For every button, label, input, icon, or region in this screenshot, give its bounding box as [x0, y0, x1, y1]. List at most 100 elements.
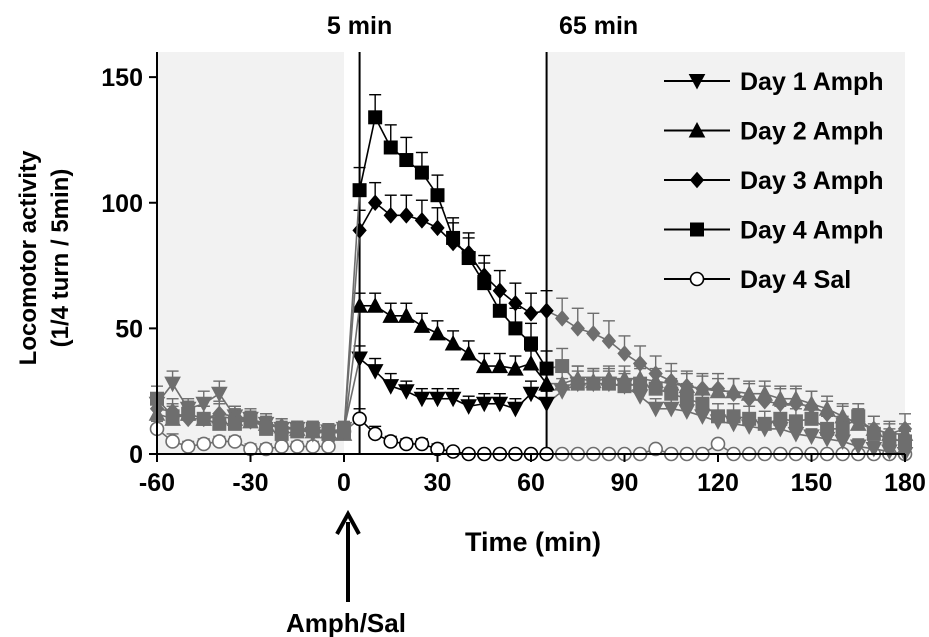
data-point: [461, 251, 476, 266]
data-point: [258, 441, 274, 457]
y-tick-label: 0: [129, 441, 143, 469]
data-point: [181, 406, 196, 421]
x-tick-label: -60: [139, 469, 175, 497]
legend-item: Day 1 Amph: [664, 68, 884, 96]
data-point: [726, 409, 741, 424]
data-point: [757, 416, 772, 431]
data-point: [662, 401, 680, 418]
data-point: [538, 396, 555, 413]
y-tick-label: 50: [115, 315, 143, 343]
data-point: [477, 276, 492, 291]
data-point: [195, 396, 213, 413]
legend: Day 1 Amph Day 2 Amph Day 3 Amph Day 4 Amph…: [664, 68, 884, 294]
data-point: [352, 222, 367, 239]
legend-marker: [689, 271, 705, 287]
data-point: [570, 376, 585, 391]
data-point: [366, 364, 384, 380]
data-point: [212, 434, 227, 449]
data-point: [882, 431, 897, 446]
data-point: [212, 416, 227, 431]
data-point: [524, 336, 538, 351]
data-point: [259, 421, 274, 436]
vline-label-65min: 65 min: [559, 12, 638, 40]
data-point: [399, 153, 414, 168]
data-point: [274, 439, 289, 454]
data-point: [648, 441, 663, 457]
data-point: [165, 434, 180, 449]
legend-marker: [688, 74, 706, 90]
data-point: [601, 376, 616, 391]
data-point: [679, 391, 694, 406]
data-point: [383, 140, 398, 155]
data-point: [586, 325, 601, 342]
data-point: [757, 392, 772, 410]
data-point: [491, 357, 509, 374]
data-point: [429, 391, 446, 408]
data-point: [352, 411, 367, 427]
data-point: [351, 351, 368, 368]
data-point: [617, 379, 632, 394]
injection-arrow-head: [335, 509, 361, 535]
data-point: [413, 391, 431, 408]
y-tick-label: 100: [101, 190, 143, 218]
data-point: [460, 399, 478, 415]
series-line-segment: [343, 190, 361, 432]
data-point: [507, 401, 524, 418]
legend-label: Day 4 Sal: [740, 266, 851, 294]
data-point: [274, 426, 289, 441]
data-point: [227, 434, 243, 449]
data-point: [647, 401, 665, 418]
data-point: [570, 320, 585, 337]
legend-item: Day 3 Amph: [664, 167, 884, 195]
data-point: [460, 344, 478, 361]
data-point: [397, 384, 415, 400]
data-point: [368, 194, 383, 212]
data-point: [788, 414, 803, 429]
data-point: [820, 421, 835, 436]
data-point: [165, 409, 180, 424]
y-axis-title: Locomotor activity: [15, 150, 42, 365]
data-point: [366, 297, 384, 313]
data-point: [368, 110, 383, 125]
data-point: [835, 421, 850, 436]
data-point: [352, 183, 367, 198]
shaded-region-1: [546, 52, 905, 454]
x-tick-label: 180: [884, 469, 926, 497]
data-point: [522, 354, 540, 371]
data-point: [695, 396, 710, 411]
data-point: [866, 426, 881, 441]
legend-item: Day 4 Sal: [664, 266, 851, 294]
y-axis-subtitle: (1/4 turn / 5min): [47, 169, 74, 348]
data-point: [523, 305, 539, 322]
legend-label: Day 2 Amph: [740, 118, 884, 146]
x-tick-label: -30: [232, 469, 268, 497]
data-point: [321, 426, 336, 441]
data-point: [648, 381, 663, 396]
data-point: [898, 434, 912, 449]
x-tick-label: 60: [517, 469, 545, 497]
data-point: [383, 434, 399, 449]
data-point: [414, 436, 430, 452]
data-point: [538, 375, 555, 391]
data-point: [491, 396, 509, 413]
data-point: [289, 439, 305, 454]
data-point: [321, 439, 336, 454]
data-point: [383, 207, 398, 224]
data-point: [414, 165, 429, 180]
injection-annotation: Amph/Sal: [286, 509, 406, 637]
legend-marker: [688, 121, 706, 138]
data-point: [414, 212, 430, 229]
series-line-segment: [343, 305, 361, 434]
legend-item: Day 2 Amph: [664, 118, 884, 146]
data-point: [382, 379, 400, 395]
x-tick-label: 30: [424, 469, 452, 497]
x-tick-label: 120: [697, 469, 739, 497]
data-point: [492, 303, 507, 318]
data-point: [555, 310, 570, 327]
data-point: [507, 360, 524, 376]
data-point: [180, 439, 196, 454]
data-point: [555, 359, 570, 374]
data-point: [243, 411, 258, 426]
data-point: [726, 385, 741, 402]
